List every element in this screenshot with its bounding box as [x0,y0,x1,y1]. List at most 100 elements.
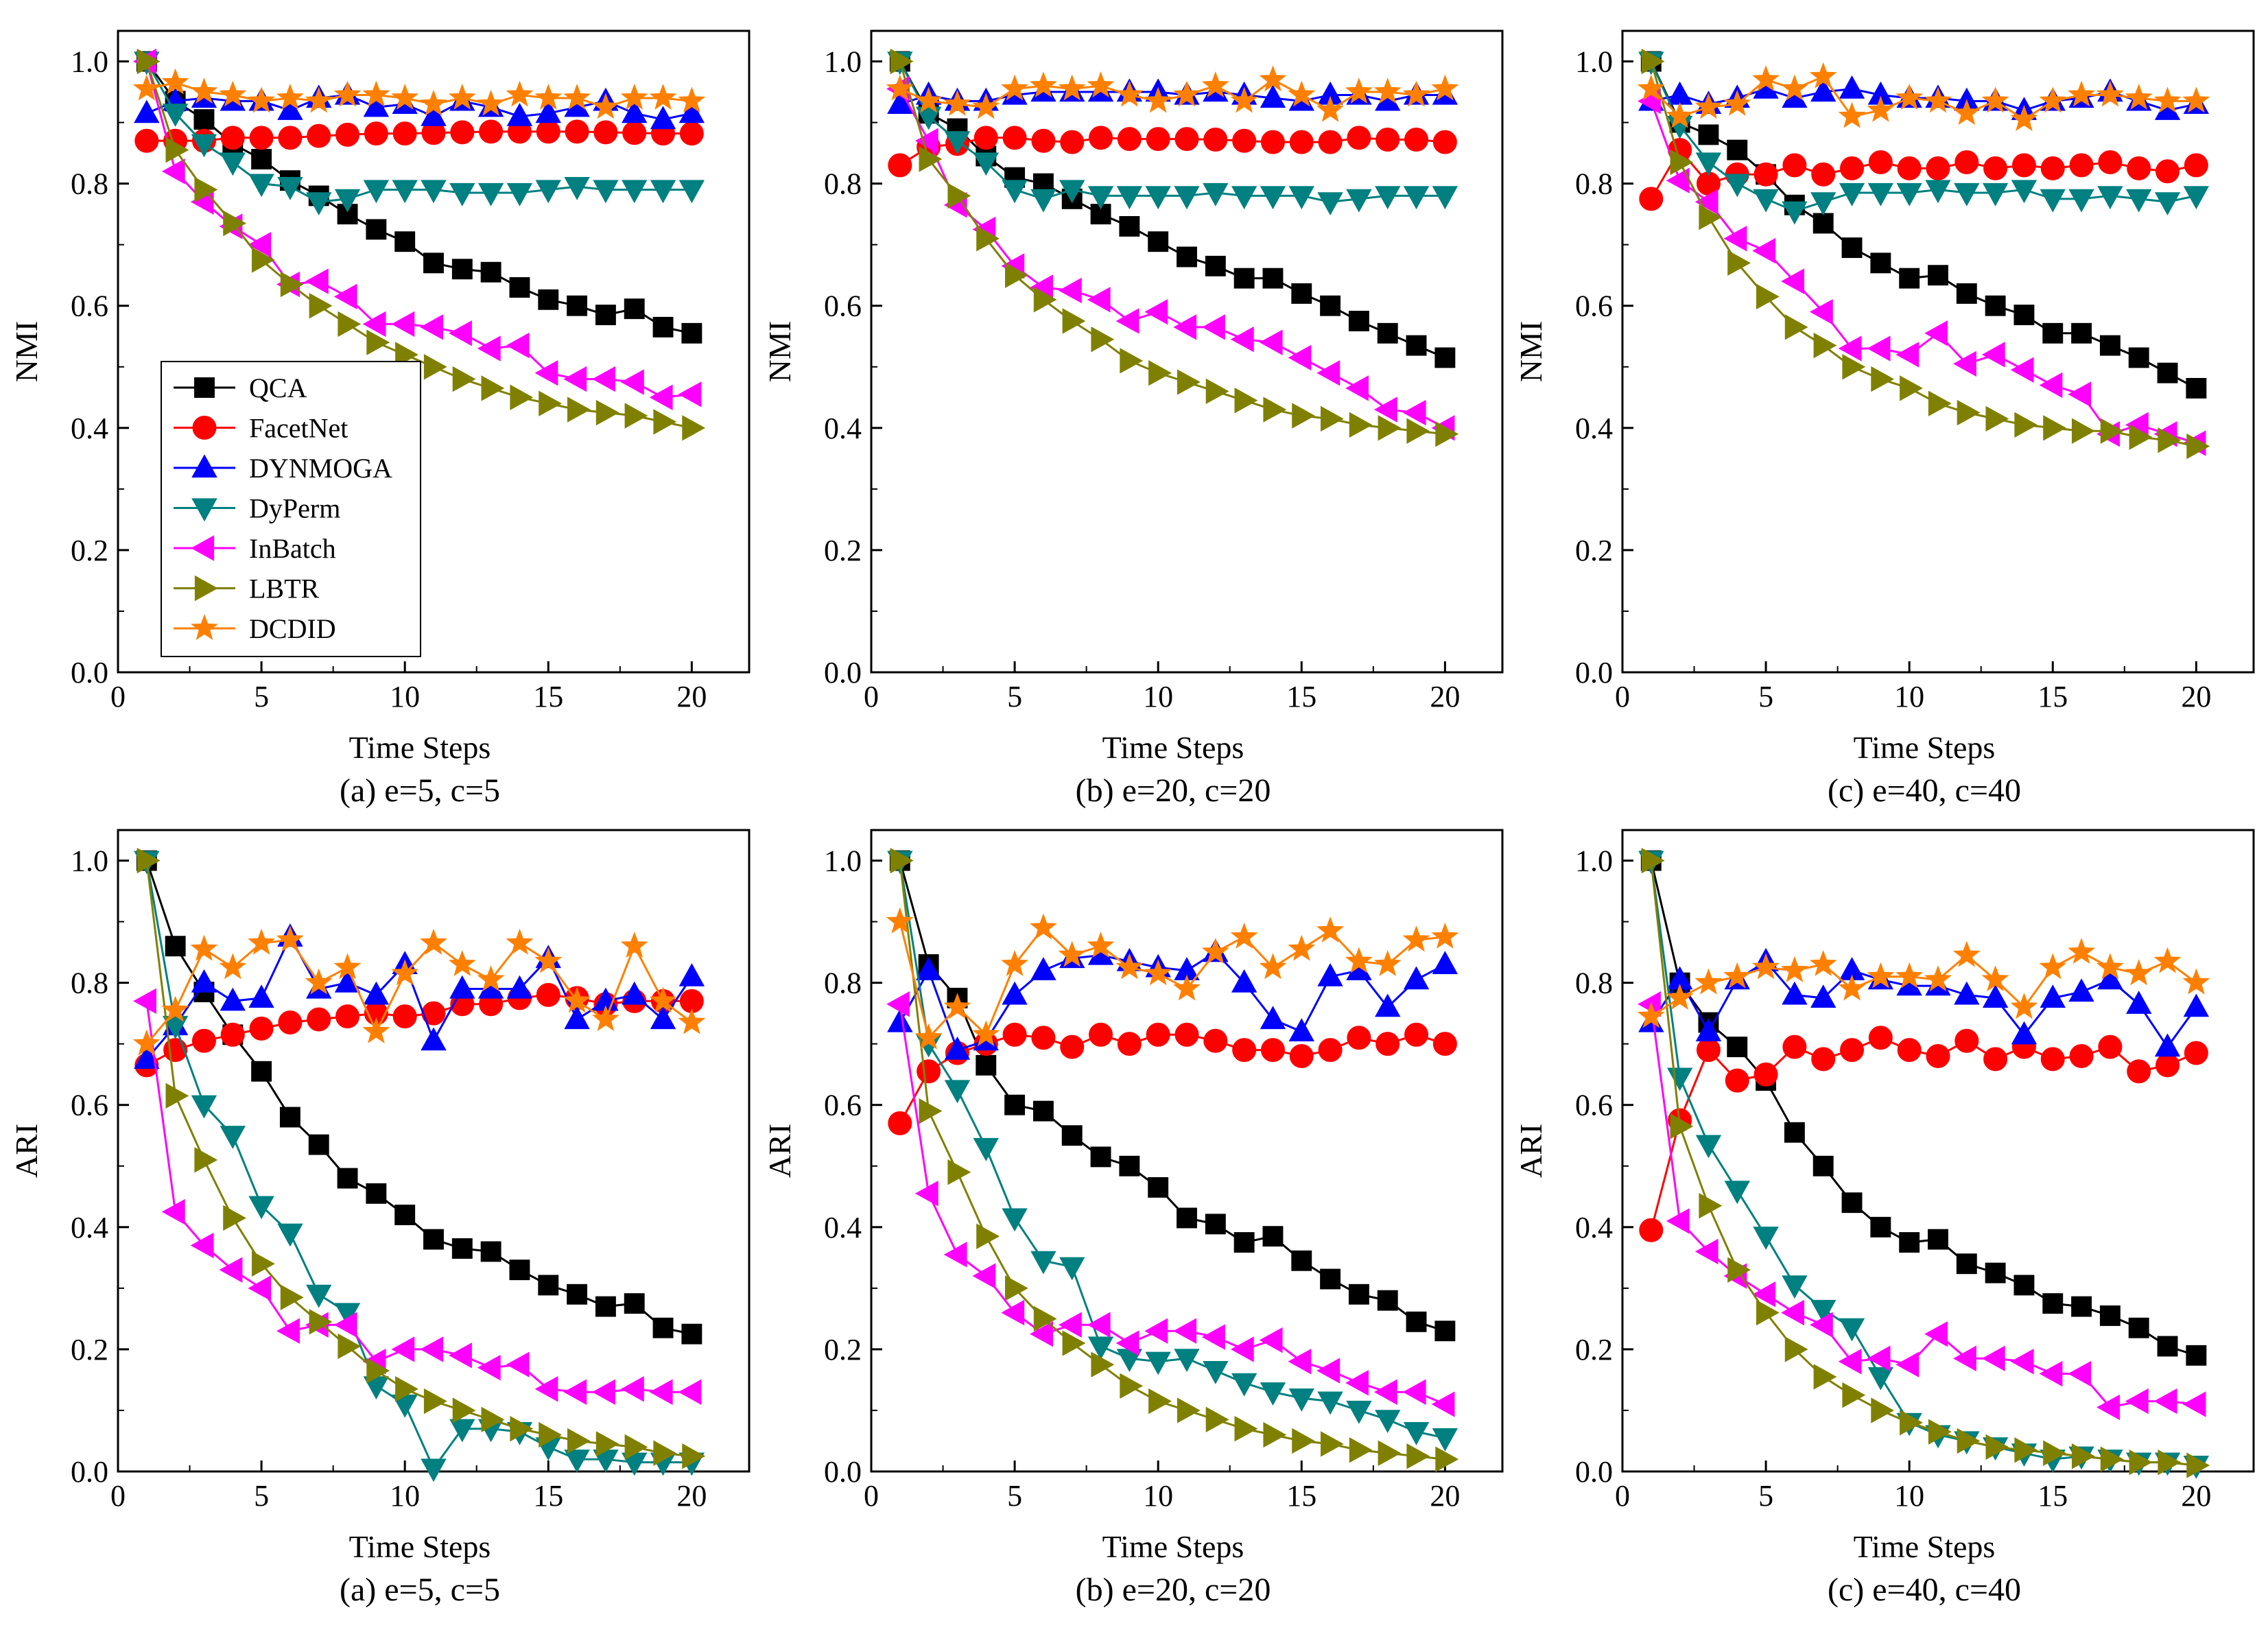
data-point [1345,1370,1369,1396]
data-point [133,988,156,1015]
data-point [592,1379,615,1405]
data-point [1174,1022,1199,1047]
data-point [1348,311,1369,331]
y-tick-label: 1.0 [824,844,862,878]
data-point [536,982,560,1007]
data-point [248,984,274,1008]
data-point [1377,322,1398,344]
data-point [652,1317,674,1338]
data-point [1004,1094,1026,1115]
data-point [1838,335,1862,362]
data-point [276,1318,300,1344]
data-point [1349,1437,1373,1463]
data-point [1842,1382,1866,1408]
y-tick-label: 0.2 [71,534,108,567]
data-point [1087,71,1115,98]
data-point [888,1111,912,1135]
data-point [452,1397,476,1423]
data-point [219,80,247,107]
data-point [362,80,390,107]
data-point [2042,1293,2064,1314]
data-point [1029,71,1057,98]
data-point [2068,1360,2092,1387]
data-point [1928,390,1952,416]
data-point [1177,1207,1197,1229]
data-point [220,1126,246,1149]
series-line [899,860,1445,1332]
data-point [1375,1410,1401,1434]
x-tick-label: 5 [1758,1479,1773,1513]
data-point [919,1098,943,1124]
data-point [2125,1388,2149,1415]
data-point [1259,329,1283,355]
data-point [649,384,673,410]
data-point [539,1421,563,1448]
data-point [973,152,999,176]
legend-label: InBatch [249,533,336,564]
data-point [1694,93,1723,119]
series-lbtr [890,847,1459,1472]
data-point [2126,991,2152,1014]
data-point [334,189,361,213]
data-point [649,1379,673,1405]
y-tick-label: 0.6 [1575,289,1613,323]
data-point [1002,126,1027,150]
data-point [1723,226,1747,252]
data-point [1810,1299,1836,1323]
series-line [1650,1004,2197,1409]
series-lbtr [890,48,1459,447]
data-point [1435,1446,1459,1472]
data-point [1895,1351,1919,1377]
data-point [480,261,501,283]
data-point [1288,1349,1312,1375]
data-point [1723,89,1751,116]
data-point [477,182,504,206]
data-point [1954,182,1980,206]
data-point [506,80,534,107]
series-line [1650,860,2197,1467]
data-point [190,934,218,961]
data-point [943,993,971,1019]
data-point [1031,128,1056,153]
data-point [1637,74,1665,101]
data-point [1809,298,1833,325]
legend-marker [191,535,215,561]
data-point [2128,1317,2149,1338]
data-point [973,1137,999,1161]
data-point [506,102,533,126]
y-axis-title: NMI [1513,321,1548,382]
data-point [191,969,217,993]
data-point [161,158,185,185]
data-point [1670,1113,1694,1139]
data-point [1434,1321,1456,1342]
legend-label: DyPerm [249,493,340,524]
data-point [191,1028,216,1053]
data-point [1666,102,1694,128]
series-dynmoga [134,81,705,130]
data-point [1954,981,1980,1005]
data-point [2186,433,2210,460]
data-point [333,80,362,107]
data-point [2097,966,2123,990]
x-tick-label: 20 [2181,680,2211,713]
data-point [1639,187,1664,211]
data-point [536,119,560,144]
data-point [1928,265,1948,286]
y-tick-label: 0.8 [71,967,108,1000]
data-point [2182,968,2210,995]
data-point [1001,949,1029,976]
data-point [1924,965,1952,992]
data-point [1345,947,1373,973]
data-point [1120,348,1144,374]
data-point [1002,1208,1028,1232]
data-point [1320,1268,1341,1290]
data-point [1005,262,1028,288]
data-point [1926,156,1950,180]
data-point [391,1336,415,1362]
data-point [679,121,704,146]
data-point [1231,1373,1257,1397]
x-tick-label: 15 [2037,680,2068,713]
data-point [2129,424,2153,450]
data-point [1896,182,1922,206]
y-axis-title: NMI [762,321,797,382]
